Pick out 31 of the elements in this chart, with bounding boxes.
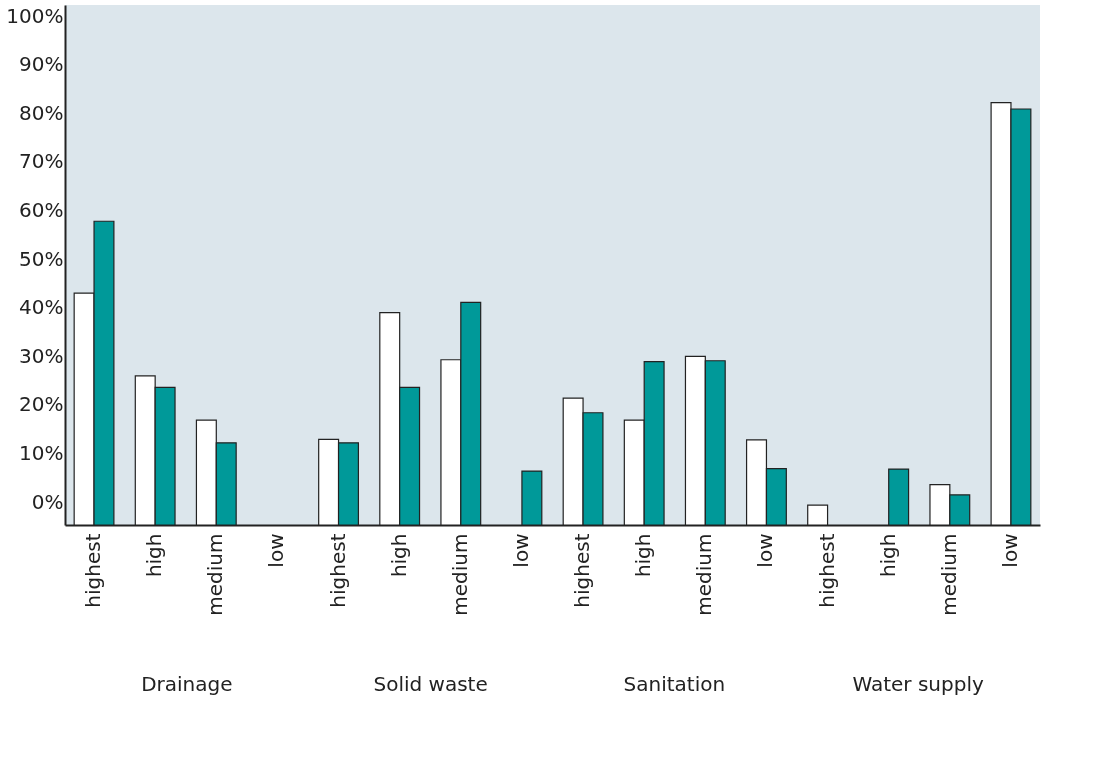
x-tick-label: medium: [692, 533, 717, 616]
x-tick-label: medium: [936, 533, 961, 616]
y-tick-label: 70%: [19, 149, 64, 174]
y-tick-label: 100%: [6, 3, 64, 28]
text: Solid waste: [373, 672, 488, 696]
y-tick-label: 60%: [19, 198, 64, 223]
x-tick-label: highest: [325, 533, 350, 608]
text: Sanitation: [623, 672, 726, 696]
x-tick-label: highest: [814, 533, 839, 608]
x-tick-label: medium: [447, 533, 472, 616]
x-tick-label: high: [631, 533, 656, 578]
y-tick-label: 20%: [19, 392, 64, 417]
y-tick-label: 30%: [19, 343, 64, 368]
x-tick-label: low: [508, 533, 533, 568]
x-tick-label: high: [142, 533, 167, 578]
x-tick-label: medium: [203, 533, 228, 616]
x-tick-label: low: [264, 533, 289, 568]
y-tick-label: 50%: [19, 246, 64, 271]
y-tick-label: 10%: [19, 441, 64, 466]
x-tick-label: highest: [81, 533, 106, 608]
text: Water supply: [852, 672, 984, 696]
y-tick-label: 40%: [19, 295, 64, 320]
x-tick-label: low: [997, 533, 1022, 568]
x-tick-label: high: [875, 533, 900, 578]
x-tick-label: high: [386, 533, 411, 578]
x-tick-label: highest: [570, 533, 595, 608]
y-tick-label: 90%: [19, 52, 64, 77]
x-tick-label: low: [753, 533, 778, 568]
text: Drainage: [141, 672, 233, 696]
y-tick-label: 0%: [31, 489, 64, 514]
y-tick-label: 80%: [19, 100, 64, 125]
